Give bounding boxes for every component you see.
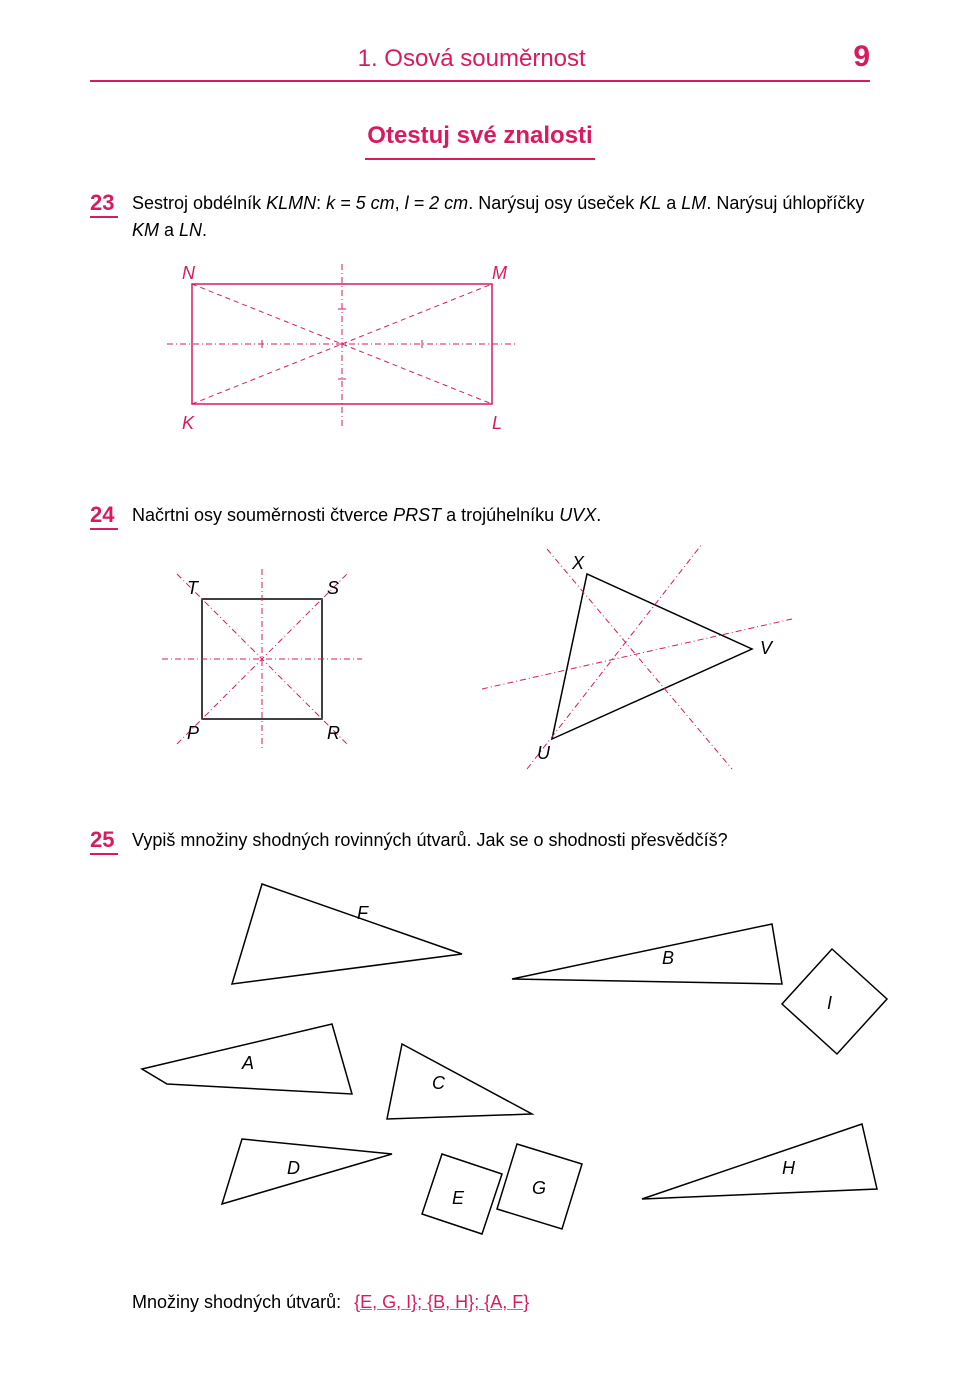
answer-label: Množiny shodných útvarů:: [132, 1292, 341, 1312]
section-underline: [365, 158, 595, 160]
t: KL: [639, 193, 661, 213]
svg-text:U: U: [537, 743, 551, 763]
diagram-23: N M K L: [132, 254, 870, 462]
t: a: [661, 193, 681, 213]
answer-value: {E, G, I}; {B, H}; {A, F}: [354, 1292, 529, 1312]
svg-text:R: R: [327, 723, 340, 743]
chapter-title: 1. Osová souměrnost: [90, 45, 853, 73]
t: KLMN: [266, 193, 316, 213]
t: Sestroj obdélník: [132, 193, 266, 213]
svg-text:F: F: [357, 903, 369, 923]
svg-text:I: I: [827, 993, 832, 1013]
svg-text:S: S: [327, 578, 339, 598]
exercise-number: 25: [90, 827, 118, 855]
svg-text:B: B: [662, 948, 674, 968]
svg-text:H: H: [782, 1158, 796, 1178]
t: Vypiš množiny shodných rovinných útvarů.…: [132, 830, 728, 850]
svg-text:D: D: [287, 1158, 300, 1178]
t: . Narýsuj úhlopříčky: [706, 193, 864, 213]
exercise-23: 23 Sestroj obdélník KLMN: k = 5 cm, l = …: [90, 190, 870, 482]
section-header: Otestuj své znalosti: [90, 122, 870, 160]
exercise-text: Načrtni osy souměrnosti čtverce PRST a t…: [132, 502, 870, 807]
exercise-text: Sestroj obdélník KLMN: k = 5 cm, l = 2 c…: [132, 190, 870, 482]
exercise-24: 24 Načrtni osy souměrnosti čtverce PRST …: [90, 502, 870, 807]
t: k = 5 cm: [326, 193, 395, 213]
answer-row: Množiny shodných útvarů: {E, G, I}; {B, …: [132, 1292, 870, 1313]
section-title: Otestuj své znalosti: [90, 122, 870, 150]
svg-text:C: C: [432, 1073, 446, 1093]
t: LN: [179, 220, 202, 240]
svg-text:N: N: [182, 263, 196, 283]
page-container: 1. Osová souměrnost 9 Otestuj své znalos…: [0, 0, 960, 1353]
t: .: [202, 220, 207, 240]
t: LM: [681, 193, 706, 213]
exercise-25: 25 Vypiš množiny shodných rovinných útva…: [90, 827, 870, 1272]
svg-text:G: G: [532, 1178, 546, 1198]
exercise-number: 24: [90, 502, 118, 530]
t: ,: [395, 193, 405, 213]
exercise-number: 23: [90, 190, 118, 218]
svg-text:V: V: [760, 638, 774, 658]
t: Načrtni osy souměrnosti čtverce: [132, 505, 393, 525]
chapter-header: 1. Osová souměrnost 9: [90, 40, 870, 82]
t: l = 2 cm: [405, 193, 469, 213]
svg-text:L: L: [492, 413, 502, 433]
svg-text:K: K: [182, 413, 195, 433]
svg-text:M: M: [492, 263, 507, 283]
svg-text:P: P: [187, 723, 199, 743]
t: UVX: [559, 505, 596, 525]
svg-text:A: A: [241, 1053, 254, 1073]
t: a trojúhelníku: [441, 505, 559, 525]
t: :: [316, 193, 326, 213]
t: KM: [132, 220, 159, 240]
t: . Narýsuj osy úseček: [468, 193, 639, 213]
diagram-24: T S P R X V U: [132, 539, 870, 787]
t: .: [596, 505, 601, 525]
exercise-text: Vypiš množiny shodných rovinných útvarů.…: [132, 827, 892, 1272]
svg-text:E: E: [452, 1188, 465, 1208]
diagram-25: F B I A C D: [132, 864, 892, 1252]
svg-text:X: X: [571, 553, 585, 573]
t: a: [159, 220, 179, 240]
page-number: 9: [853, 40, 870, 74]
t: PRST: [393, 505, 441, 525]
